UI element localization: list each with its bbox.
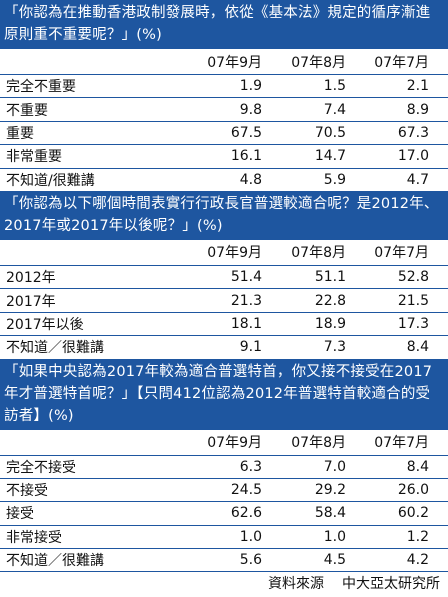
cell: 7.0 xyxy=(323,458,346,475)
question-2: 「你認為以下哪個時間表實行行政長官普選較適合呢？是2012年、2017年或201… xyxy=(0,190,448,240)
column-header: 07年7月 xyxy=(374,54,429,71)
cell: 1.5 xyxy=(323,78,346,95)
source-label: 資料來源 xyxy=(268,576,324,593)
column-header: 07年8月 xyxy=(291,54,346,71)
table-row: 完全不重要 1.9 1.5 2.1 xyxy=(0,75,448,99)
table-row: 2017年以後 18.1 18.9 17.3 xyxy=(0,313,448,337)
table-row: 完全不接受 6.3 7.0 8.4 xyxy=(0,456,448,479)
column-header: 07年9月 xyxy=(207,54,262,71)
cell: 62.6 xyxy=(230,505,262,522)
column-header: 07年9月 xyxy=(207,245,262,262)
cell: 8.9 xyxy=(406,101,429,118)
cell: 51.1 xyxy=(314,269,346,286)
row-label: 接受 xyxy=(6,506,34,523)
cell: 18.1 xyxy=(230,315,262,332)
cell: 17.0 xyxy=(397,148,429,165)
table-row: 2012年 51.4 51.1 52.8 xyxy=(0,266,448,290)
row-label: 2017年以後 xyxy=(6,316,84,333)
cell: 8.4 xyxy=(406,458,429,475)
cell: 4.2 xyxy=(406,552,429,569)
row-label: 不知道／很難講 xyxy=(6,340,104,357)
cell: 1.0 xyxy=(323,528,346,545)
row-label: 完全不重要 xyxy=(6,79,76,96)
cell: 16.1 xyxy=(230,148,262,165)
table-row: 接受 62.6 58.4 60.2 xyxy=(0,502,448,526)
column-header: 07年7月 xyxy=(374,435,429,452)
table-row: 2017年 21.3 22.8 21.5 xyxy=(0,289,448,313)
column-header-row: 07年9月 07年8月 07年7月 xyxy=(0,49,448,75)
cell: 21.3 xyxy=(230,292,262,309)
cell: 51.4 xyxy=(230,269,262,286)
cell: 22.8 xyxy=(314,292,346,309)
cell: 4.5 xyxy=(323,552,346,569)
cell: 2.1 xyxy=(406,78,429,95)
question-3: 「如果中央認為2017年較為適合普選特首，你又接不接受在2017年才普選特首呢？… xyxy=(0,358,448,430)
table-row: 不知道/很難講 4.8 5.9 4.7 xyxy=(0,169,448,191)
cell: 1.0 xyxy=(239,528,262,545)
cell: 67.3 xyxy=(397,124,429,141)
row-label: 不接受 xyxy=(6,483,48,500)
table-row: 非常接受 1.0 1.0 1.2 xyxy=(0,526,448,550)
cell: 9.1 xyxy=(239,339,262,356)
cell: 58.4 xyxy=(314,505,346,522)
column-header-row: 07年9月 07年8月 07年7月 xyxy=(0,240,448,266)
row-label: 非常接受 xyxy=(6,529,62,546)
source-line: 資料來源 中大亞太研究所 xyxy=(0,573,448,593)
column-header: 07年8月 xyxy=(291,245,346,262)
table-row: 非常重要 16.1 14.7 17.0 xyxy=(0,145,448,169)
row-label: 重要 xyxy=(6,125,34,142)
table-row: 不知道／很難講 9.1 7.3 8.4 xyxy=(0,336,448,358)
row-label: 2012年 xyxy=(6,270,56,287)
column-header: 07年8月 xyxy=(291,435,346,452)
cell: 70.5 xyxy=(314,124,346,141)
cell: 1.2 xyxy=(406,528,429,545)
column-header-row: 07年9月 07年8月 07年7月 xyxy=(0,430,448,456)
cell: 60.2 xyxy=(397,505,429,522)
cell: 4.7 xyxy=(406,171,429,188)
table-row: 重要 67.5 70.5 67.3 xyxy=(0,122,448,146)
question-1: 「你認為在推動香港政制發展時，依從《基本法》規定的循序漸進原則重不重要呢？」(%… xyxy=(0,0,448,49)
cell: 18.9 xyxy=(314,315,346,332)
cell: 7.4 xyxy=(323,101,346,118)
cell: 29.2 xyxy=(314,482,346,499)
table-row: 不重要 9.8 7.4 8.9 xyxy=(0,98,448,122)
cell: 9.8 xyxy=(239,101,262,118)
cell: 67.5 xyxy=(230,124,262,141)
row-label: 2017年 xyxy=(6,293,56,310)
cell: 26.0 xyxy=(397,482,429,499)
row-label: 完全不接受 xyxy=(6,459,76,476)
cell: 21.5 xyxy=(397,292,429,309)
column-header: 07年9月 xyxy=(207,435,262,452)
source-value: 中大亞太研究所 xyxy=(342,576,440,593)
cell: 24.5 xyxy=(230,482,262,499)
table-row: 不知道／很難講 5.6 4.5 4.2 xyxy=(0,549,448,573)
cell: 6.3 xyxy=(239,458,262,475)
cell: 4.8 xyxy=(239,171,262,188)
cell: 1.9 xyxy=(239,78,262,95)
table-row: 不接受 24.5 29.2 26.0 xyxy=(0,479,448,503)
cell: 5.9 xyxy=(323,171,346,188)
column-header: 07年7月 xyxy=(374,245,429,262)
cell: 5.6 xyxy=(239,552,262,569)
cell: 14.7 xyxy=(314,148,346,165)
row-label: 不知道/很難講 xyxy=(6,172,95,189)
cell: 52.8 xyxy=(397,269,429,286)
row-label: 非常重要 xyxy=(6,149,62,166)
cell: 7.3 xyxy=(323,339,346,356)
cell: 17.3 xyxy=(397,315,429,332)
row-label: 不重要 xyxy=(6,102,48,119)
row-label: 不知道／很難講 xyxy=(6,553,104,570)
cell: 8.4 xyxy=(406,339,429,356)
